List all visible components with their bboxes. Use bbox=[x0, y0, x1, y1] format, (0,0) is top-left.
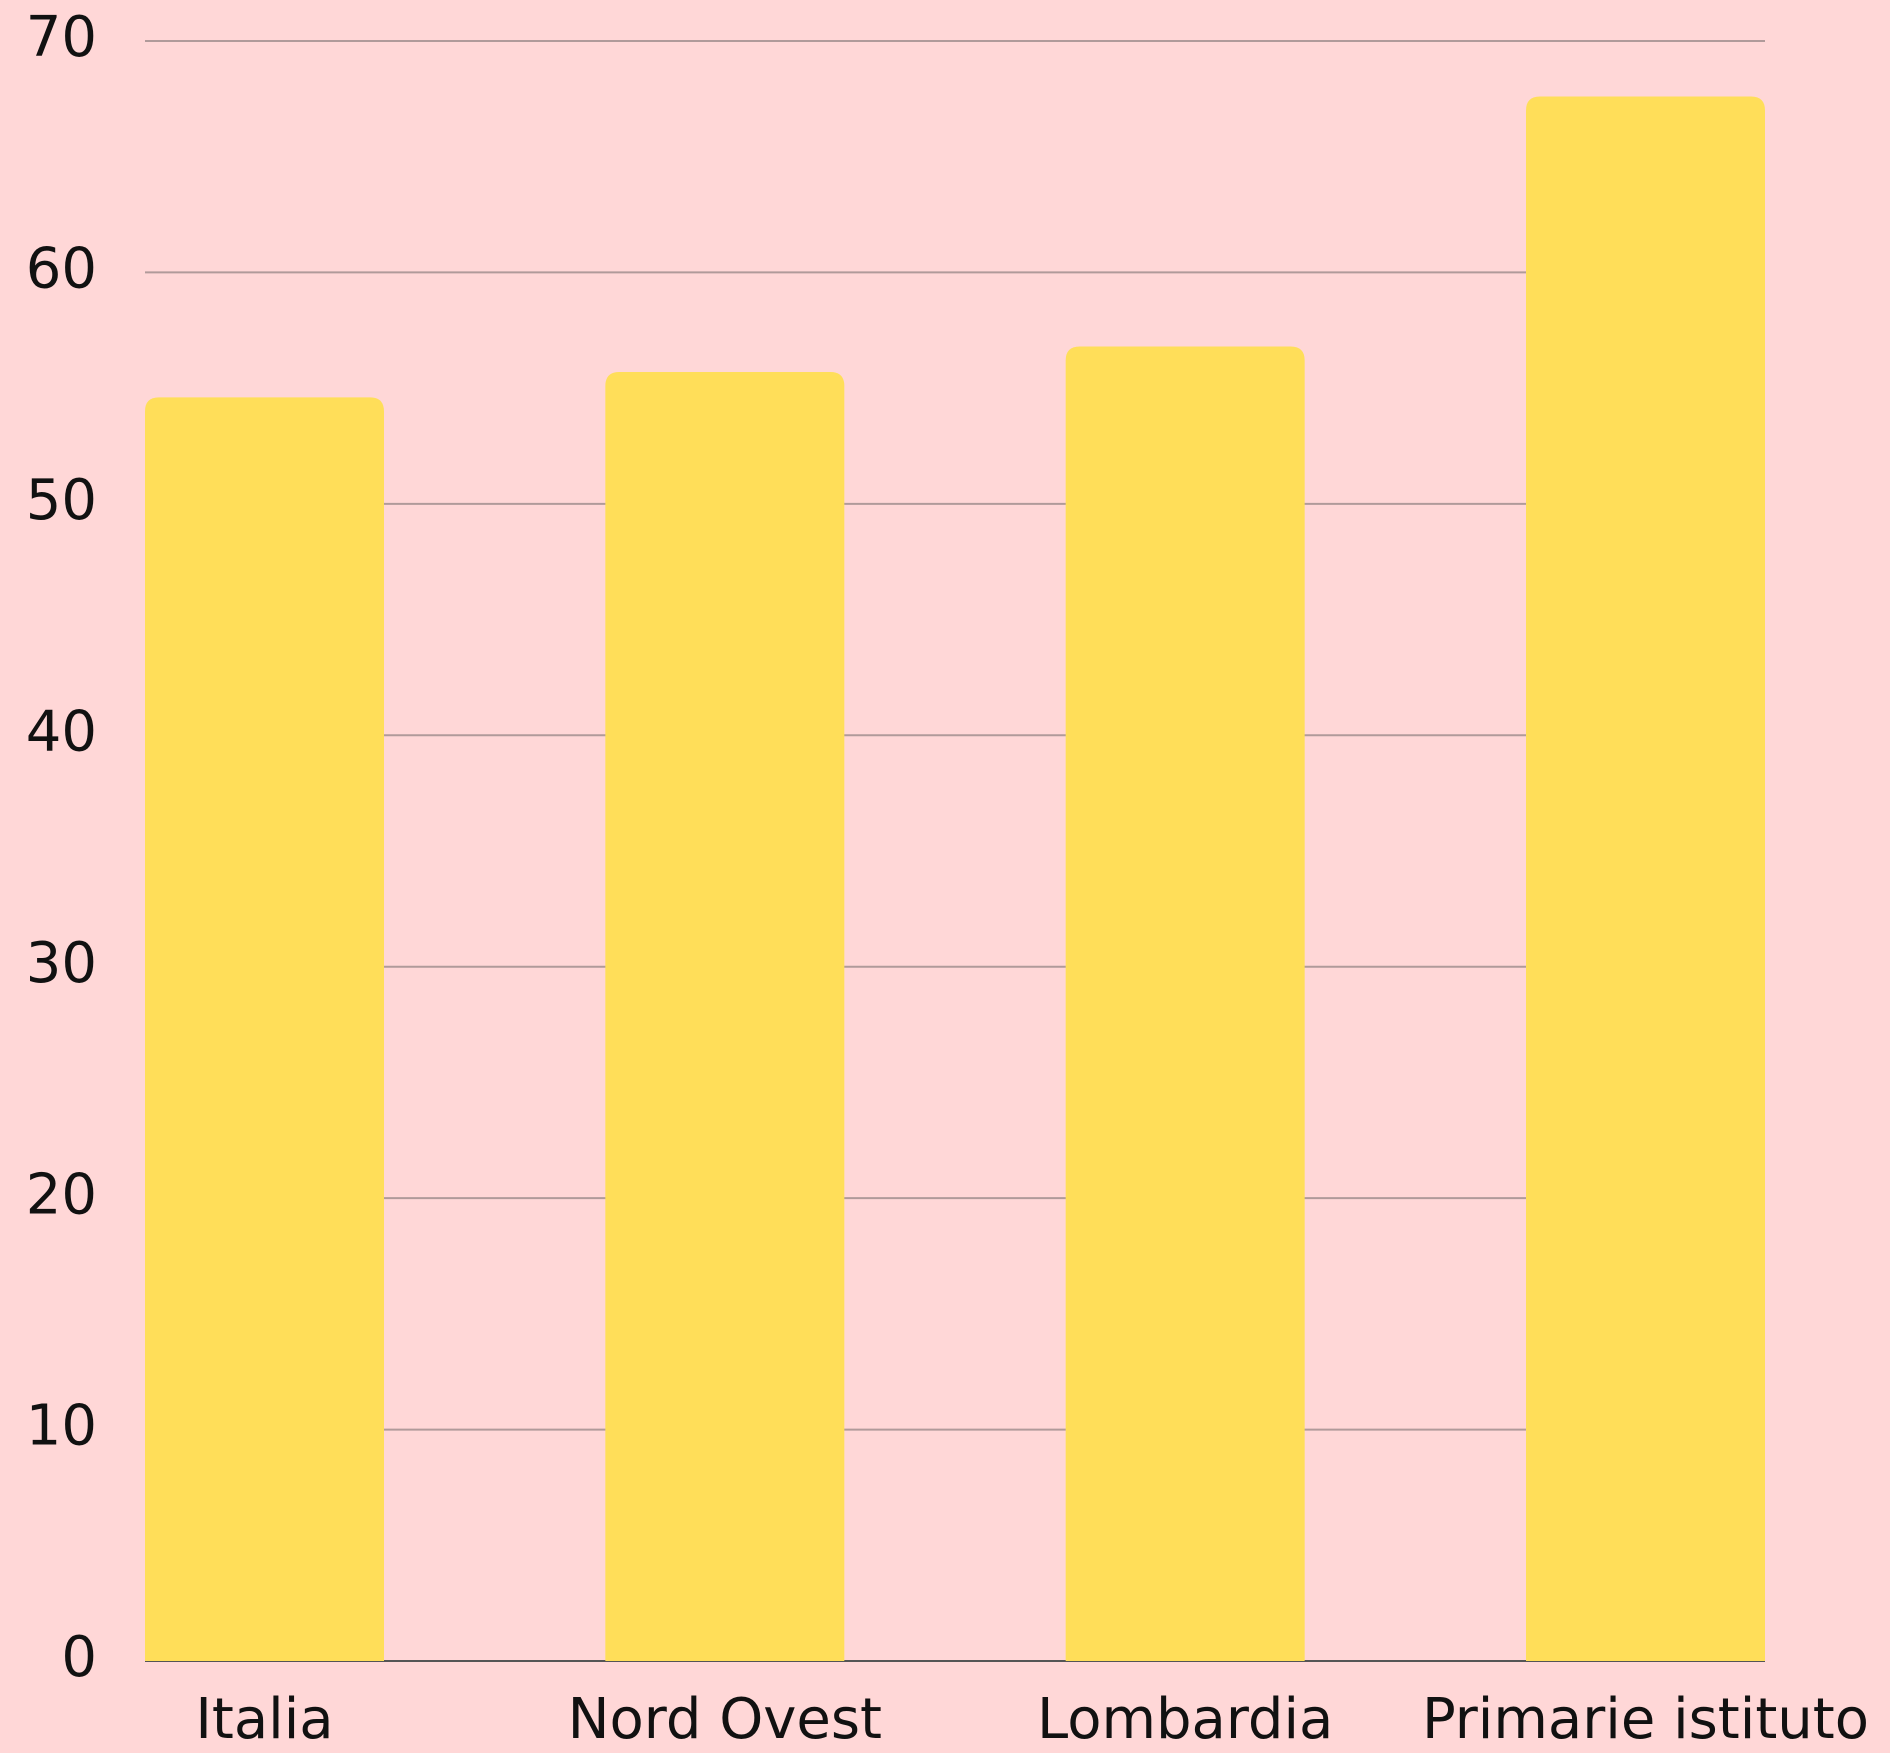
bar bbox=[1065, 346, 1305, 1661]
y-tick-label: 60 bbox=[26, 237, 97, 302]
y-tick-label: 30 bbox=[26, 931, 97, 996]
y-tick-label: 40 bbox=[26, 699, 97, 764]
bar bbox=[1526, 96, 1765, 1662]
bar bbox=[605, 371, 845, 1661]
bar bbox=[145, 397, 384, 1661]
y-tick-label: 50 bbox=[26, 468, 97, 533]
y-tick-label: 20 bbox=[26, 1162, 97, 1227]
x-tick-label: Primarie istituto bbox=[1422, 1687, 1869, 1752]
y-tick-label: 10 bbox=[26, 1394, 97, 1459]
x-tick-label: Italia bbox=[195, 1687, 333, 1752]
x-tick-label: Lombardia bbox=[1037, 1687, 1333, 1752]
x-tick-label: Nord Ovest bbox=[568, 1687, 882, 1752]
y-tick-label: 70 bbox=[26, 5, 97, 70]
y-tick-label: 0 bbox=[61, 1625, 97, 1690]
